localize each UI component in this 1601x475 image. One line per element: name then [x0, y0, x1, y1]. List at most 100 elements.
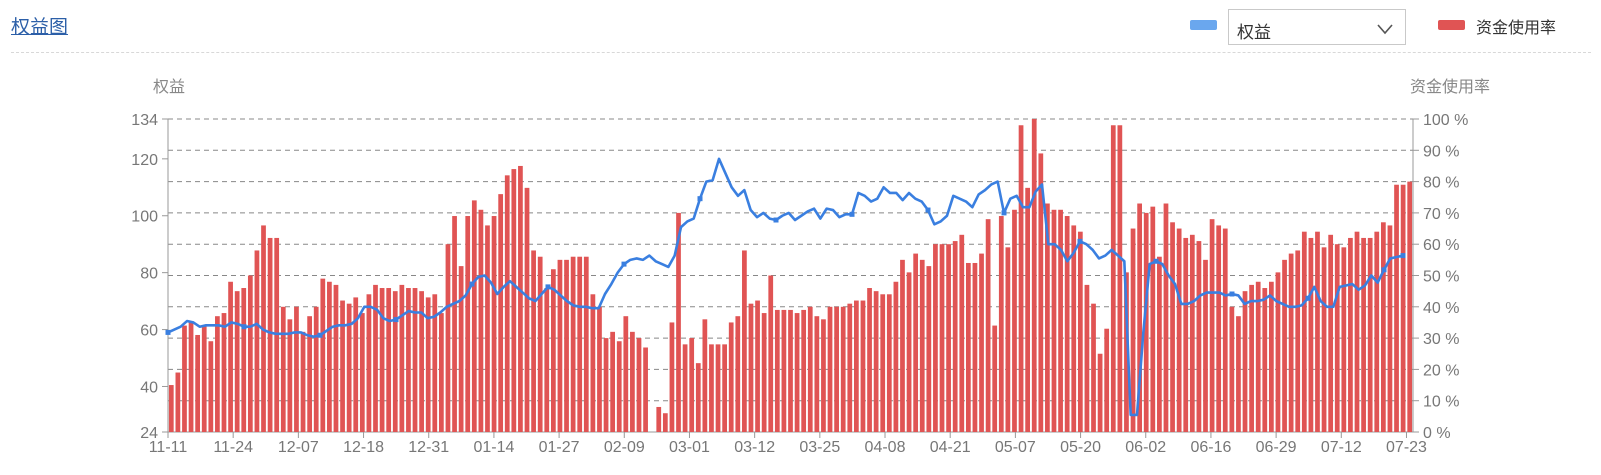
usage-rate-bar [662, 413, 668, 432]
usage-rate-bar [1012, 209, 1017, 432]
right-axis-tick-label: 60 % [1423, 237, 1459, 254]
usage-rate-bar [636, 338, 642, 432]
usage-rate-bar [735, 316, 741, 432]
usage-rate-bar [794, 313, 800, 432]
x-axis-tick-label: 12-07 [278, 439, 319, 456]
left-axis-tick-label: 120 [131, 152, 158, 169]
equity-line [167, 157, 1404, 417]
usage-rate-bar [386, 288, 392, 432]
usage-rate-bar [689, 338, 695, 432]
usage-rate-bar [840, 306, 846, 432]
metric-select[interactable]: 权益 [1228, 9, 1406, 45]
usage-rate-bar [1334, 244, 1340, 432]
usage-rate-bar [452, 216, 457, 432]
left-axis-tick-label: 100 [131, 209, 158, 226]
usage-rate-bar [379, 288, 385, 432]
usage-rate-bar [1018, 125, 1024, 432]
usage-rate-bar [406, 288, 411, 432]
usage-rate-bar [1328, 234, 1334, 432]
usage-rate-bar [1380, 222, 1386, 432]
usage-rate-bar [1071, 225, 1077, 432]
usage-rate-bar [1275, 272, 1281, 432]
x-axis-tick-label: 06-29 [1256, 439, 1297, 456]
usage-rate-bar [201, 325, 207, 432]
usage-rate-bar [1288, 253, 1294, 432]
legend-rate-swatch [1438, 20, 1465, 30]
right-axis-tick-label: 20 % [1423, 362, 1459, 379]
usage-rate-bar [603, 338, 609, 432]
usage-rate-bar [524, 187, 530, 432]
usage-rate-bar [992, 325, 998, 432]
left-axis-tick-label: 134 [131, 112, 158, 129]
usage-rate-bar [781, 309, 787, 432]
usage-rate-bar [788, 309, 793, 432]
x-axis-tick-label: 12-31 [408, 439, 449, 456]
usage-rate-bar [531, 250, 536, 432]
usage-rate-bar [471, 200, 477, 432]
usage-rate-bar [1361, 237, 1366, 432]
usage-rate-bar [247, 275, 253, 432]
usage-rate-bar [195, 334, 201, 432]
equity-point [697, 196, 703, 202]
equity-point [1153, 258, 1159, 264]
usage-rate-bar [228, 281, 233, 432]
legend-equity-swatch [1190, 20, 1217, 30]
usage-rate-bar [550, 269, 556, 432]
equity-point [241, 324, 247, 330]
x-axis-tick-label: 01-27 [539, 439, 580, 456]
usage-rate-bar [886, 294, 892, 432]
left-axis-name: 权益 [153, 78, 185, 96]
usage-rate-bar [669, 322, 675, 432]
usage-rate-bar [972, 262, 978, 432]
x-axis-tick-label: 12-18 [343, 439, 384, 456]
usage-rate-bar [1236, 316, 1241, 432]
usage-rate-bar [570, 256, 576, 432]
equity-point [621, 261, 627, 267]
usage-rate-bar [1196, 241, 1202, 432]
right-axis-tick-label: 100 % [1423, 112, 1468, 129]
usage-rate-bar [893, 281, 899, 432]
usage-rate-bar [933, 244, 938, 432]
usage-rate-bar [880, 294, 886, 432]
usage-rate-bar [1315, 231, 1320, 432]
usage-rate-bar [1216, 225, 1222, 432]
usage-rate-bar [715, 344, 721, 432]
usage-rate-bar [439, 313, 444, 432]
right-axis-tick-label: 70 % [1423, 206, 1459, 223]
equity-chart-title-link[interactable]: 权益图 [11, 17, 69, 38]
usage-rate-bar [985, 219, 991, 432]
usage-rate-bar [1374, 231, 1380, 432]
usage-rate-bar [1005, 247, 1011, 432]
usage-rate-bar [1262, 288, 1268, 432]
usage-rate-bar [722, 344, 727, 432]
usage-rate-bar [695, 363, 701, 432]
legend-rate-label: 资金使用率 [1476, 20, 1557, 37]
usage-rate-bar [774, 309, 780, 432]
usage-rate-bar [854, 300, 859, 432]
usage-rate-bar [458, 266, 464, 432]
usage-rate-bar [340, 300, 345, 432]
usage-rate-bar [445, 244, 451, 432]
usage-rate-bar [761, 313, 767, 432]
usage-rate-bar [1176, 228, 1182, 432]
metric-select-value: 权益 [1237, 23, 1271, 42]
x-axis-tick-label: 07-23 [1386, 439, 1427, 456]
usage-rate-bar [590, 294, 596, 432]
usage-rate-bar [1407, 181, 1413, 432]
usage-rate-bar [728, 322, 734, 432]
usage-rate-bar [1038, 153, 1044, 432]
equity-point [1400, 253, 1406, 259]
usage-rate-bar [702, 319, 708, 432]
usage-rate-bar [432, 294, 438, 432]
usage-rate-bar [346, 303, 352, 432]
x-axis-tick-label: 07-12 [1321, 439, 1362, 456]
usage-rate-bar [755, 300, 760, 432]
usage-rate-bar [952, 241, 958, 432]
usage-rate-bar [182, 325, 187, 432]
usage-rate-bar [946, 244, 951, 432]
x-axis-tick-label: 11-24 [213, 439, 253, 456]
usage-rate-bar [867, 288, 872, 432]
usage-rate-bar [742, 250, 747, 432]
usage-rate-bar [366, 294, 372, 432]
